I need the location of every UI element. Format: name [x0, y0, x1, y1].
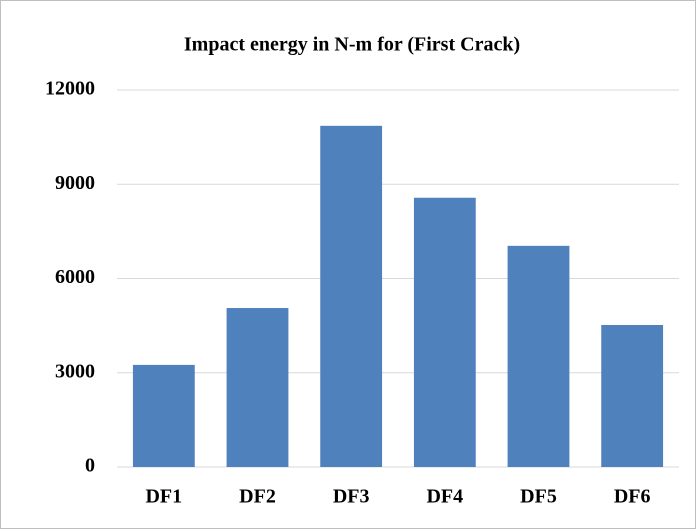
y-tick-label: 3000 [55, 360, 95, 382]
bar [601, 324, 664, 467]
y-tick-label: 12000 [45, 78, 95, 100]
bar [226, 308, 289, 467]
bar [132, 364, 195, 467]
bar [507, 245, 570, 467]
bar [413, 197, 476, 468]
y-tick-label: 6000 [55, 266, 95, 288]
chart-title: Impact energy in N-m for (First Crack) [184, 34, 520, 56]
y-tick-label: 9000 [55, 172, 95, 194]
x-tick-label: DF3 [333, 486, 370, 508]
y-tick-label: 0 [85, 455, 95, 477]
bar [320, 125, 383, 467]
x-tick-label: DF6 [614, 486, 651, 508]
x-tick-label: DF2 [239, 486, 276, 508]
x-tick-label: DF5 [520, 486, 557, 508]
x-tick-label: DF1 [145, 486, 182, 508]
x-tick-label: DF4 [426, 486, 463, 508]
